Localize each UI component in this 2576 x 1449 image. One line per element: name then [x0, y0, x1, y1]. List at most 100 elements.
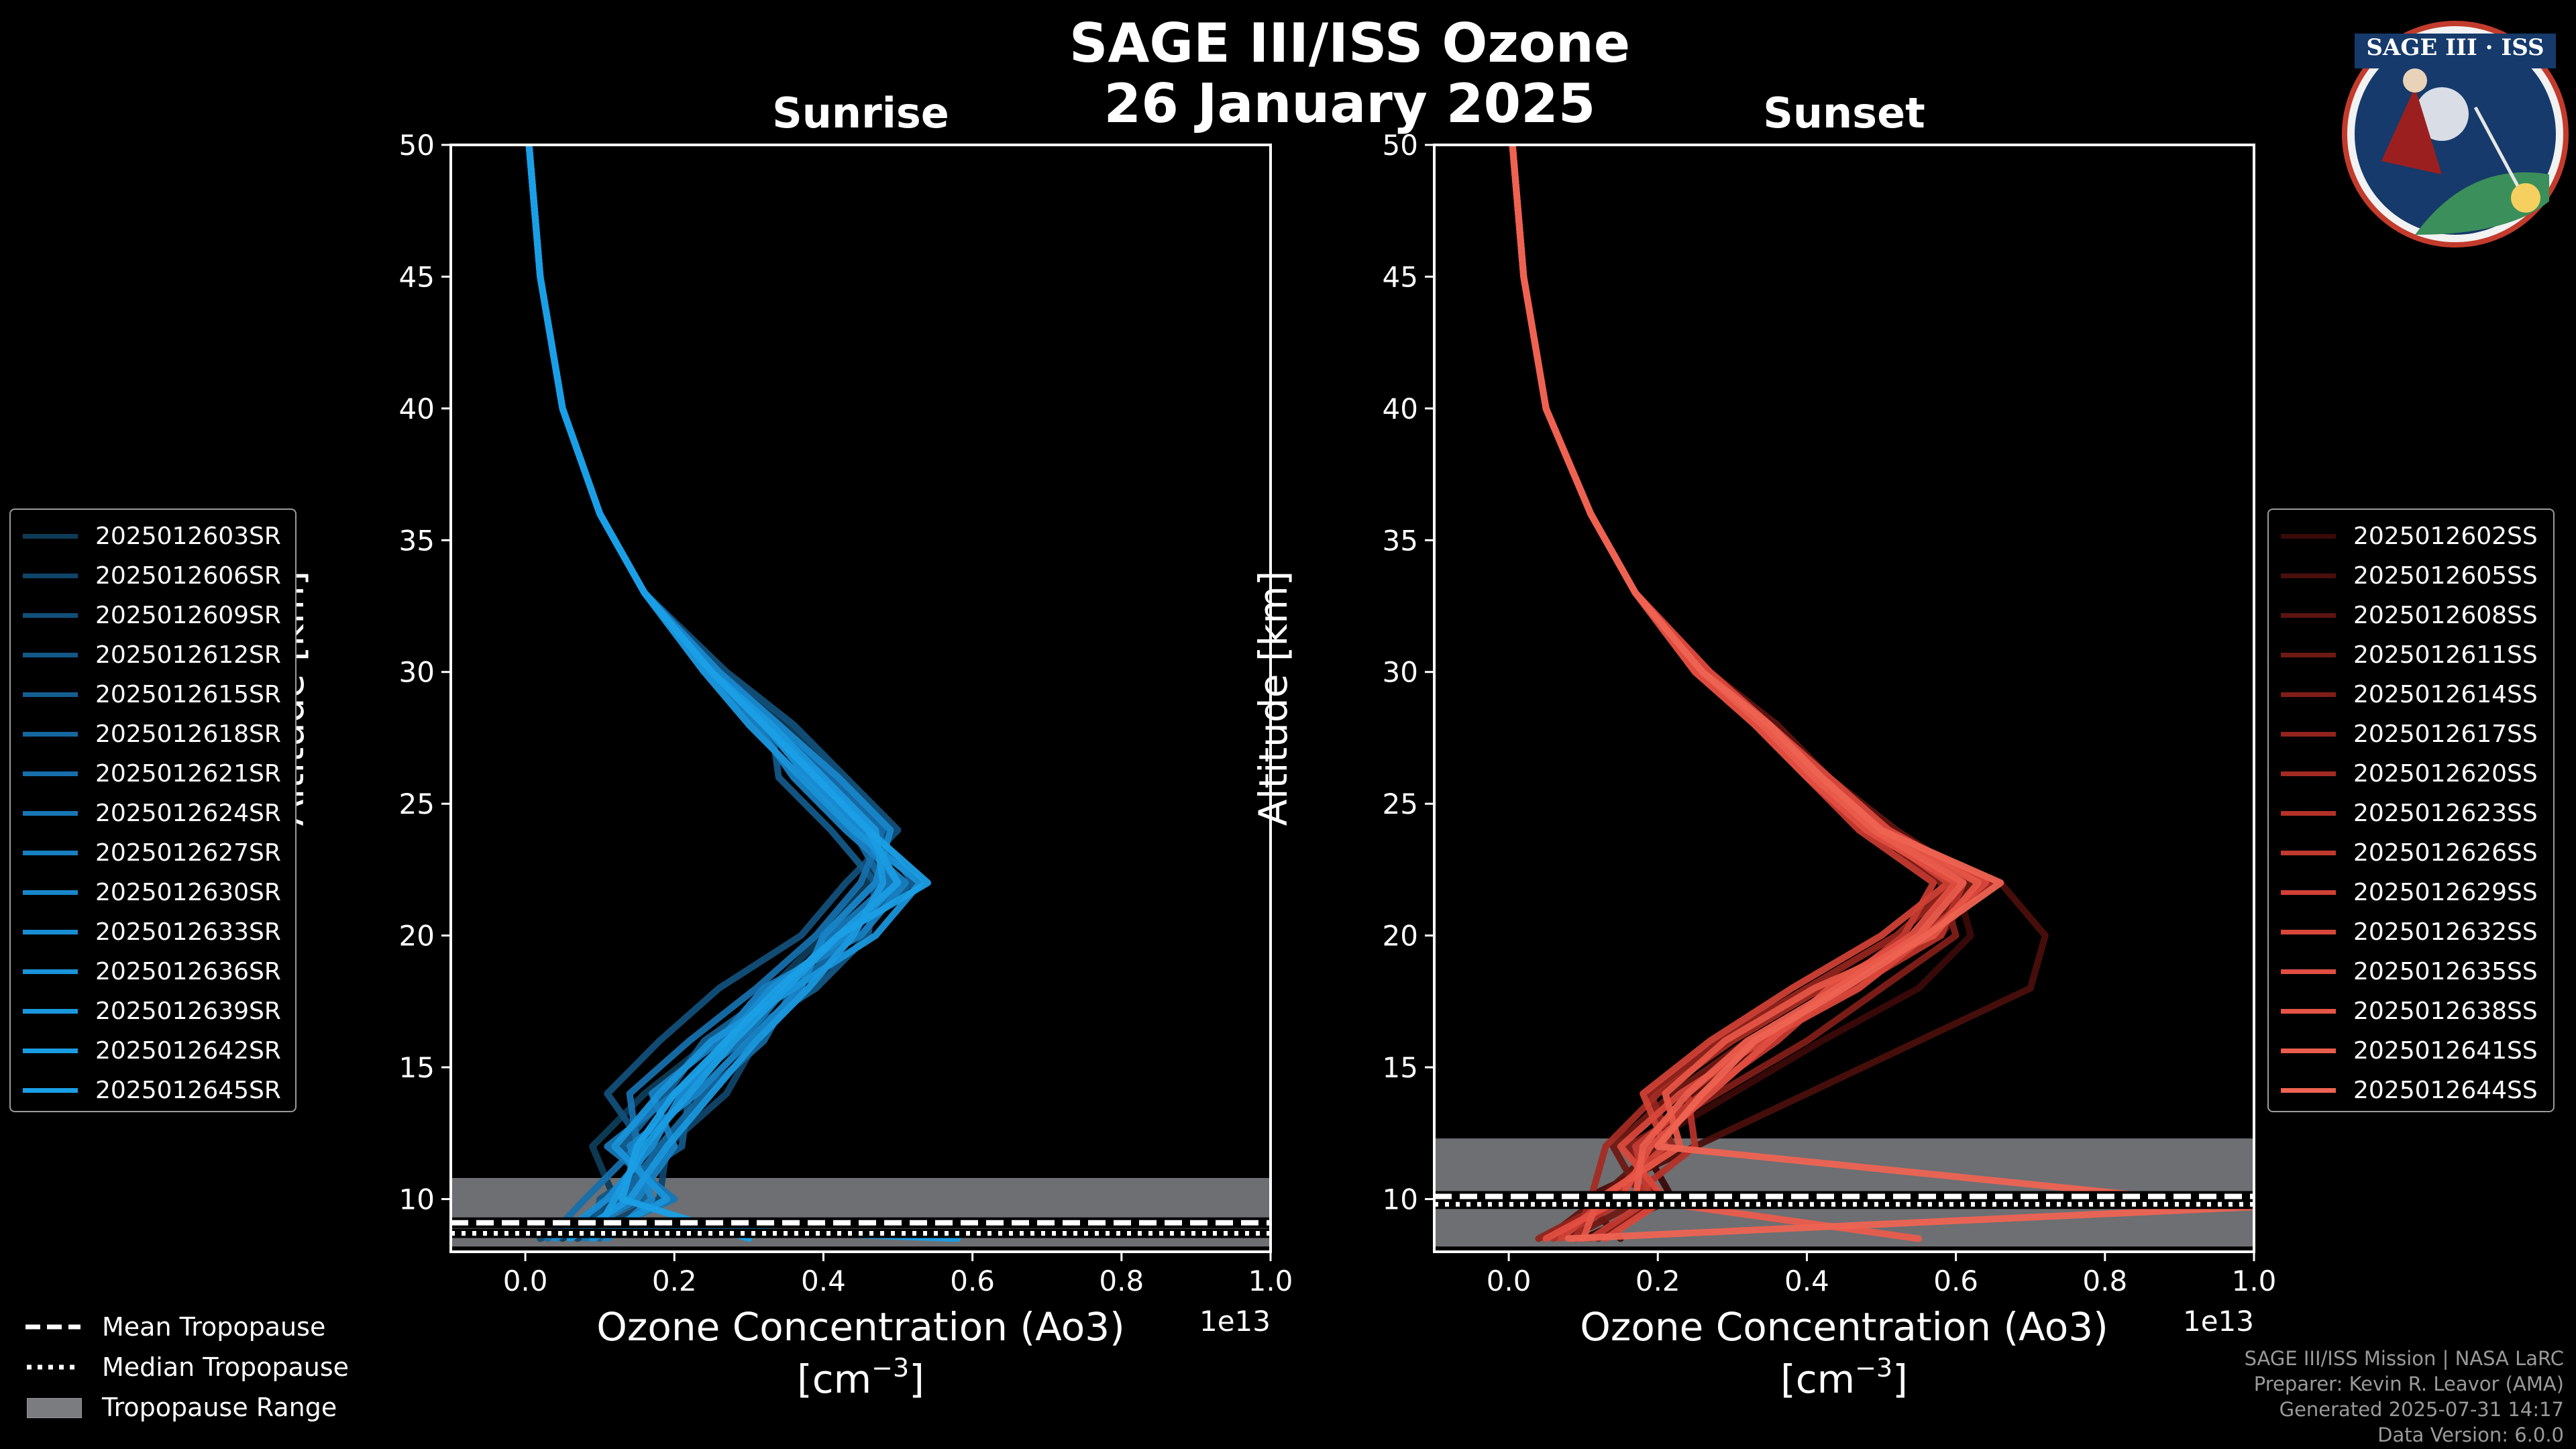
legend-swatch: [23, 732, 78, 737]
median-tropopause-label: Median Tropopause: [102, 1352, 349, 1382]
credits-block: SAGE III/ISS Mission | NASA LaRC Preparer…: [2245, 1346, 2564, 1448]
series-line-2025012645SR: [525, 145, 931, 1242]
sunrise-x-tick-label: 0.8: [1099, 1265, 1144, 1297]
legend-swatch: [2281, 969, 2336, 974]
legend-swatch: [2281, 692, 2336, 697]
legend-label: 2025012626SS: [2353, 839, 2538, 867]
legend-swatch: [2281, 771, 2336, 776]
legend-swatch: [2281, 534, 2336, 539]
legend-swatch: [2281, 1049, 2336, 1053]
legend-label: 2025012636SR: [95, 958, 281, 985]
legend-label: 2025012609SR: [95, 602, 281, 629]
tropopause-legend: Mean Tropopause Median Tropopause Tropop…: [20, 1309, 396, 1437]
sunset-y-tick-label: 50: [1383, 129, 1418, 162]
legend-swatch: [2281, 930, 2336, 934]
sunrise-plot-area: [451, 145, 1271, 1252]
legend-label: 2025012635SS: [2353, 958, 2538, 985]
sunset-y-tick-label: 35: [1383, 524, 1418, 557]
legend-swatch: [2281, 1009, 2336, 1014]
legend-label: 2025012642SR: [95, 1037, 281, 1065]
legend-swatch: [2281, 653, 2336, 657]
sunrise-x-tick-label: 1.0: [1248, 1265, 1293, 1297]
sunset-x-tick-label: 0.6: [1933, 1265, 1978, 1297]
legend-label: 2025012629SS: [2353, 879, 2538, 906]
legend-swatch: [23, 1049, 78, 1053]
sunset-legend: 2025012602SS 2025012605SS 2025012608SS 2025…: [2267, 508, 2555, 1112]
mean-tropopause-entry: Mean Tropopause: [20, 1309, 396, 1344]
legend-swatch: [2281, 574, 2336, 578]
figure-title-line1: SAGE III/ISS Ozone: [1069, 12, 1630, 74]
legend-label: 2025012606SR: [95, 562, 281, 590]
credit-line-3: Generated 2025-07-31 14:17: [2279, 1398, 2564, 1421]
legend-swatch: [2281, 1088, 2336, 1093]
legend-swatch: [2281, 851, 2336, 855]
dotted-line-swatch: [27, 1364, 80, 1370]
legend-swatch: [2281, 732, 2336, 737]
legend-swatch: [2281, 811, 2336, 816]
sunrise-x-tick-label: 0.4: [801, 1265, 846, 1297]
sunrise-x-axis-label: Ozone Concentration (Ao3): [596, 1304, 1125, 1350]
sunrise-x-scale-label: 1e13: [1199, 1305, 1271, 1338]
legend-swatch: [23, 1088, 78, 1093]
legend-swatch: [23, 811, 78, 816]
legend-label: 2025012621SR: [95, 760, 281, 788]
legend-label: 2025012611SS: [2353, 641, 2538, 669]
sunset-y-tick-label: 20: [1383, 920, 1418, 953]
legend-swatch: [23, 692, 78, 697]
sunset-x-scale-label: 1e13: [2183, 1305, 2254, 1338]
sunset-series-group: [1509, 145, 2254, 1242]
legend-label: 2025012618SR: [95, 720, 281, 748]
credit-line-1: SAGE III/ISS Mission | NASA LaRC: [2244, 1347, 2564, 1370]
legend-label: 2025012605SS: [2353, 562, 2538, 590]
legend-swatch: [23, 969, 78, 974]
legend-label: 2025012645SR: [95, 1077, 281, 1104]
legend-label: 2025012641SS: [2353, 1037, 2538, 1065]
legend-label: 2025012608SS: [2353, 602, 2538, 629]
legend-label: 2025012639SR: [95, 998, 281, 1025]
legend-swatch: [23, 890, 78, 895]
sunrise-series-group: [525, 145, 961, 1242]
sunrise-y-tick-label: 35: [399, 524, 435, 557]
legend-label: 2025012614SS: [2353, 681, 2538, 708]
legend-label: 2025012612SR: [95, 641, 281, 669]
legend-swatch: [23, 771, 78, 776]
sunrise-panel-title: Sunrise: [772, 89, 949, 138]
series-line-2025012644SS: [1509, 145, 2254, 1242]
sage-iii-iss-logo: SAGE III · ISS: [2342, 21, 2569, 248]
sunset-y-tick-label: 10: [1383, 1183, 1418, 1216]
sunrise-y-tick-label: 15: [399, 1051, 435, 1084]
legend-swatch: [23, 930, 78, 934]
legend-label: 2025012617SS: [2353, 720, 2538, 748]
range-swatch: [27, 1398, 82, 1418]
sunset-y-tick-label: 15: [1383, 1051, 1418, 1084]
legend-swatch: [2281, 890, 2336, 895]
sunset-x-tick-label: 0.8: [2082, 1265, 2127, 1297]
sunrise-y-tick-label: 20: [399, 920, 435, 953]
sunset-panel: 0.0 0.2 0.4 0.6 0.8 1.0 10 15 20 25 30 35 40 45 50 Suns…: [1250, 89, 2276, 1402]
sunrise-legend: 2025012603SR 2025012606SR 2025012609SR 2025…: [9, 508, 297, 1112]
legend-label: 2025012644SS: [2353, 1077, 2538, 1104]
legend-swatch: [2281, 613, 2336, 618]
credit-line-4: Data Version: 6.0.0: [2377, 1424, 2564, 1446]
legend-swatch: [23, 613, 78, 618]
median-tropopause-entry: Median Tropopause: [20, 1350, 396, 1385]
logo-text: SAGE III · ISS: [2366, 34, 2544, 61]
tropopause-range-label: Tropopause Range: [102, 1393, 337, 1422]
legend-swatch: [23, 574, 78, 578]
legend-label: 2025012627SR: [95, 839, 281, 867]
sunset-x-axis-label: Ozone Concentration (Ao3): [1580, 1304, 2108, 1350]
legend-label: 2025012632SS: [2353, 918, 2538, 946]
legend-swatch: [23, 851, 78, 855]
legend-swatch: [23, 653, 78, 657]
sunrise-y-tick-label: 30: [399, 656, 435, 689]
sunrise-y-tick-label: 45: [399, 260, 435, 293]
sunset-y-tick-label: 30: [1383, 656, 1418, 689]
sunset-y-tick-label: 40: [1383, 392, 1418, 425]
legend-label: 2025012603SR: [95, 523, 281, 550]
sunrise-panel: 0.0 0.2 0.4 0.6 0.8 1.0 10 15 20 25 30 35 40 45 50 Sunr…: [267, 89, 1293, 1402]
figure-title-line2: 26 January 2025: [1104, 72, 1596, 135]
legend-label: 2025012602SS: [2353, 523, 2538, 550]
legend-label: 2025012630SR: [95, 879, 281, 906]
sunset-x-tick-label: 0.2: [1635, 1265, 1680, 1297]
